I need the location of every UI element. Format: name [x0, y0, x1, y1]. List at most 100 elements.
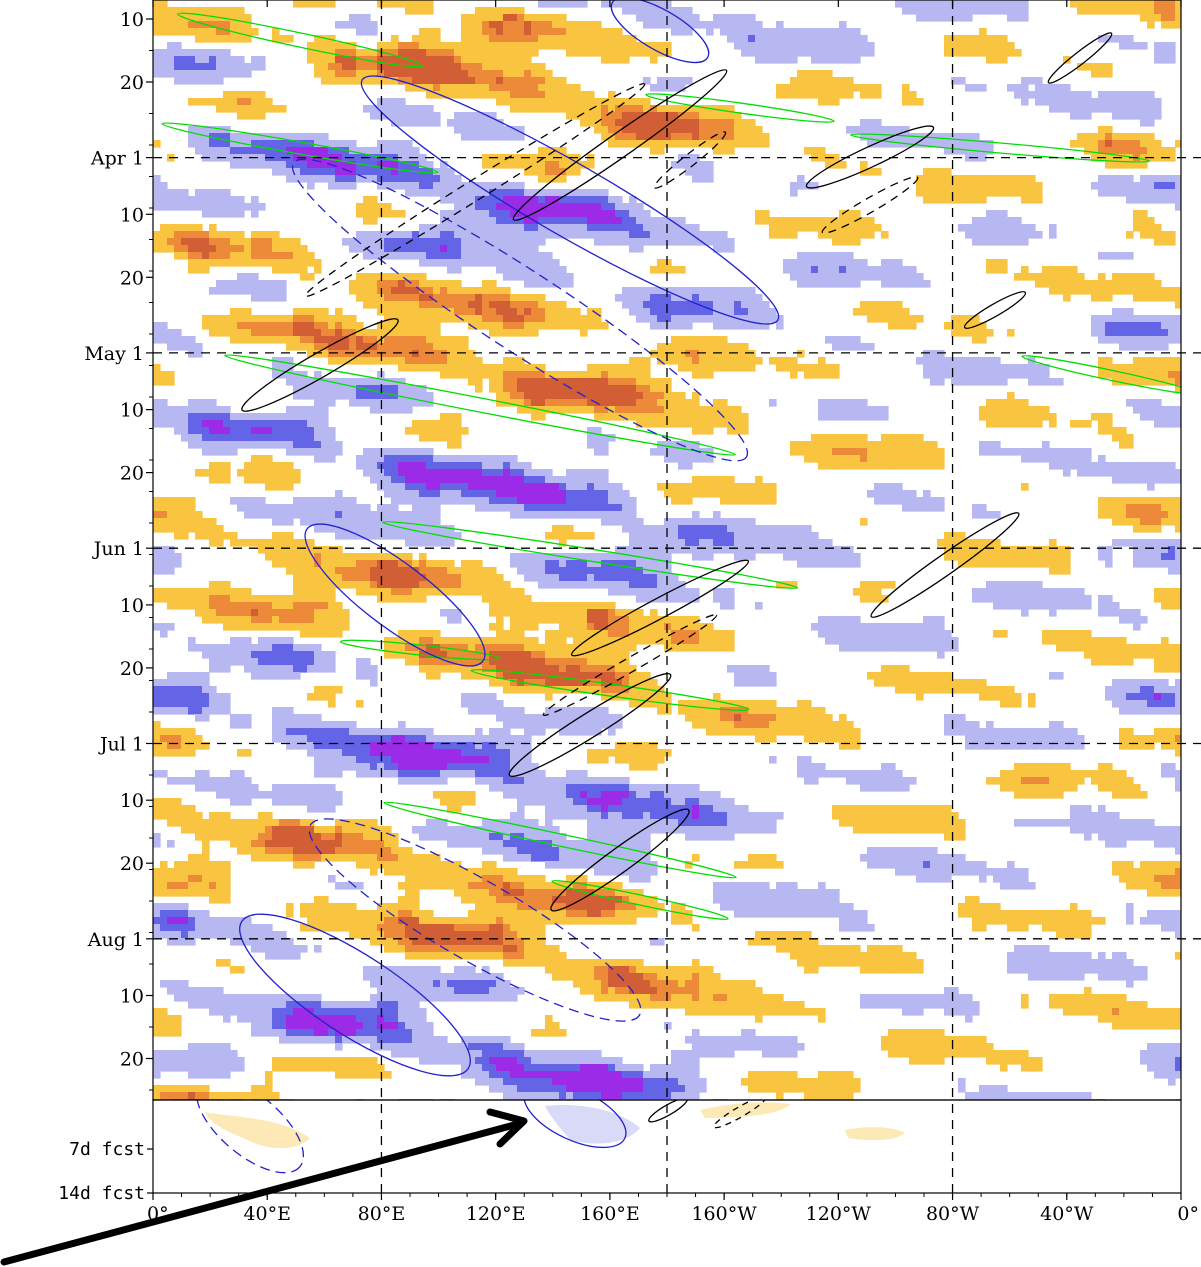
- anomaly-cell: [167, 231, 175, 239]
- anomaly-cell: [580, 483, 588, 491]
- anomaly-cell: [825, 224, 833, 232]
- anomaly-cell: [489, 280, 497, 288]
- anomaly-cell: [797, 448, 805, 456]
- anomaly-cell: [937, 196, 945, 204]
- anomaly-cell: [538, 490, 546, 498]
- anomaly-cell: [1084, 287, 1092, 295]
- anomaly-cell: [573, 315, 581, 323]
- anomaly-cell: [566, 91, 574, 99]
- anomaly-cell: [538, 378, 546, 386]
- anomaly-cell: [391, 56, 399, 64]
- anomaly-cell: [755, 21, 763, 29]
- anomaly-cell: [979, 147, 987, 155]
- anomaly-cell: [741, 119, 749, 127]
- anomaly-cell: [370, 147, 378, 155]
- anomaly-cell: [1154, 378, 1162, 386]
- anomaly-cell: [384, 504, 392, 512]
- anomaly-cell: [349, 504, 357, 512]
- anomaly-cell: [657, 238, 665, 246]
- anomaly-cell: [279, 322, 287, 330]
- anomaly-cell: [1133, 476, 1141, 484]
- anomaly-cell: [510, 91, 518, 99]
- anomaly-cell: [503, 329, 511, 337]
- anomaly-cell: [384, 392, 392, 400]
- anomaly-cell: [1098, 126, 1106, 134]
- anomaly-cell: [1126, 91, 1134, 99]
- anomaly-cell: [1154, 315, 1162, 323]
- anomaly-cell: [1007, 175, 1015, 183]
- anomaly-cell: [1154, 476, 1162, 484]
- anomaly-cell: [363, 301, 371, 309]
- anomaly-cell: [1147, 133, 1155, 141]
- anomaly-cell: [601, 196, 609, 204]
- anomaly-cell: [426, 357, 434, 365]
- anomaly-cell: [363, 343, 371, 351]
- anomaly-cell: [916, 280, 924, 288]
- anomaly-cell: [517, 14, 525, 22]
- anomaly-cell: [664, 126, 672, 134]
- anomaly-cell: [174, 406, 182, 414]
- anomaly-cell: [1119, 91, 1127, 99]
- anomaly-cell: [181, 511, 189, 519]
- anomaly-cell: [818, 154, 826, 162]
- anomaly-cell: [601, 448, 609, 456]
- anomaly-cell: [720, 126, 728, 134]
- anomaly-cell: [181, 63, 189, 71]
- anomaly-cell: [1105, 189, 1113, 197]
- anomaly-cell: [454, 371, 462, 379]
- anomaly-cell: [412, 476, 420, 484]
- anomaly-cell: [1168, 182, 1176, 190]
- anomaly-cell: [664, 392, 672, 400]
- anomaly-cell: [391, 182, 399, 190]
- anomaly-cell: [251, 329, 259, 337]
- anomaly-cell: [496, 70, 504, 78]
- anomaly-cell: [748, 119, 756, 127]
- anomaly-cell: [328, 175, 336, 183]
- anomaly-cell: [909, 462, 917, 470]
- anomaly-cell: [314, 420, 322, 428]
- anomaly-cell: [510, 238, 518, 246]
- anomaly-cell: [531, 399, 539, 407]
- anomaly-cell: [377, 294, 385, 302]
- anomaly-cell: [167, 378, 175, 386]
- anomaly-cell: [496, 28, 504, 36]
- anomaly-cell: [930, 497, 938, 505]
- anomaly-cell: [510, 273, 518, 281]
- anomaly-cell: [601, 364, 609, 372]
- anomaly-cell: [1000, 399, 1008, 407]
- anomaly-cell: [965, 364, 973, 372]
- anomaly-cell: [580, 217, 588, 225]
- anomaly-cell: [258, 140, 266, 148]
- anomaly-cell: [615, 203, 623, 211]
- anomaly-cell: [643, 21, 651, 29]
- anomaly-cell: [1014, 91, 1022, 99]
- anomaly-cell: [349, 14, 357, 22]
- anomaly-cell: [1161, 371, 1169, 379]
- anomaly-cell: [1161, 336, 1169, 344]
- anomaly-cell: [769, 231, 777, 239]
- anomaly-cell: [601, 413, 609, 421]
- anomaly-cell: [727, 238, 735, 246]
- anomaly-cell: [1084, 147, 1092, 155]
- anomaly-cell: [706, 161, 714, 169]
- anomaly-cell: [783, 357, 791, 365]
- anomaly-cell: [433, 280, 441, 288]
- anomaly-cell: [272, 287, 280, 295]
- anomaly-cell: [461, 490, 469, 498]
- anomaly-cell: [706, 357, 714, 365]
- anomaly-cell: [1014, 224, 1022, 232]
- anomaly-cell: [160, 504, 168, 512]
- anomaly-cell: [909, 91, 917, 99]
- anomaly-cell: [356, 294, 364, 302]
- anomaly-cell: [195, 77, 203, 85]
- anomaly-cell: [188, 511, 196, 519]
- anomaly-cell: [202, 140, 210, 148]
- anomaly-cell: [412, 483, 420, 491]
- anomaly-cell: [1175, 315, 1181, 323]
- anomaly-cell: [265, 434, 273, 442]
- anomaly-cell: [391, 462, 399, 470]
- anomaly-cell: [1147, 217, 1155, 225]
- anomaly-cell: [790, 448, 798, 456]
- anomaly-cell: [391, 140, 399, 148]
- anomaly-cell: [650, 378, 658, 386]
